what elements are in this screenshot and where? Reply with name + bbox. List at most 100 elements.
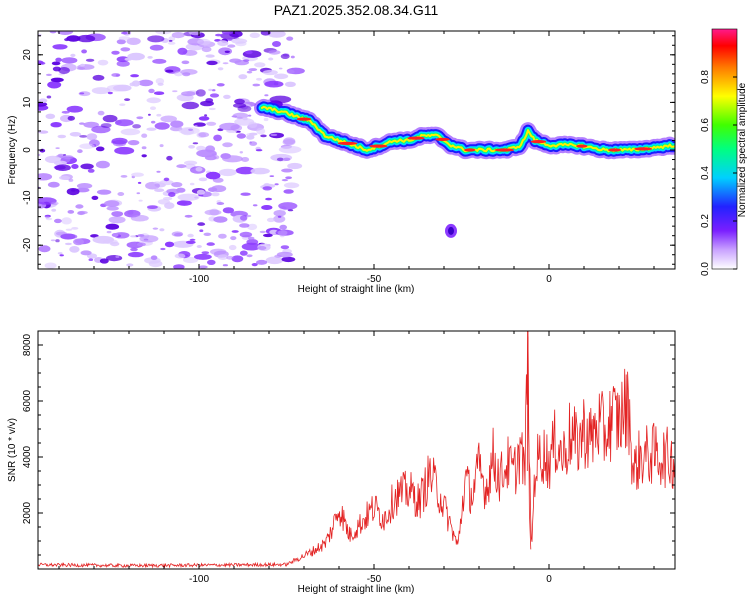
noise-speckle <box>227 38 233 41</box>
noise-speckle <box>280 235 285 238</box>
noise-speckle <box>129 82 136 87</box>
noise-speckle <box>286 36 294 41</box>
noise-speckle <box>283 189 294 194</box>
colorbar-ticks: 0.0 0.2 0.4 0.6 0.8 <box>700 70 737 276</box>
noise-speckle <box>211 89 216 92</box>
noise-speckle <box>168 36 176 42</box>
noise-speckle <box>184 160 198 166</box>
spectrogram-signal <box>254 98 675 238</box>
noise-speckle <box>240 192 251 196</box>
noise-speckle <box>55 57 62 62</box>
noise-speckle <box>217 254 228 260</box>
noise-speckle <box>159 144 164 148</box>
noise-speckle <box>44 262 57 269</box>
noise-speckle <box>201 46 212 53</box>
noise-speckle <box>107 91 113 95</box>
noise-speckle <box>154 122 170 130</box>
noise-speckle <box>127 52 145 61</box>
noise-speckle <box>57 252 63 255</box>
noise-speckle <box>59 254 64 257</box>
noise-speckle <box>280 53 290 60</box>
colorbar-tick-label: 0.8 <box>700 70 711 84</box>
noise-speckle <box>137 181 142 184</box>
noise-speckle <box>76 183 93 189</box>
noise-speckle <box>52 44 68 50</box>
noise-speckle <box>92 74 105 81</box>
colorbar-tick-label: 0.0 <box>700 262 711 276</box>
noise-speckle <box>256 77 262 81</box>
noise-speckle <box>71 164 79 169</box>
ridge-peak <box>576 144 588 148</box>
noise-speckle <box>188 145 196 149</box>
noise-speckle <box>204 114 208 117</box>
noise-speckle <box>213 216 228 223</box>
noise-speckle <box>245 50 253 55</box>
x-tick-label: -50 <box>367 274 382 285</box>
ridge-peak <box>435 137 450 141</box>
noise-speckle <box>111 233 119 237</box>
ridge-peak <box>530 140 547 144</box>
snr-y-label: SNR (10 * v/v) <box>7 418 18 482</box>
noise-speckle <box>260 31 271 36</box>
noise-speckle <box>218 233 227 239</box>
noise-speckle <box>61 57 78 64</box>
noise-speckle <box>59 175 70 180</box>
noise-speckle <box>185 240 196 244</box>
noise-speckle <box>268 50 281 55</box>
noise-speckle <box>119 103 126 106</box>
y-tick-label: 6000 <box>22 389 33 412</box>
noise-speckle <box>118 36 131 41</box>
noise-speckle <box>199 229 204 232</box>
noise-speckle <box>206 60 218 66</box>
noise-speckle <box>38 98 48 103</box>
noise-speckle <box>148 113 151 116</box>
noise-speckle <box>148 260 163 268</box>
noise-speckle <box>148 88 155 94</box>
noise-speckle <box>264 94 269 97</box>
x-tick-label: 0 <box>546 574 552 585</box>
noise-speckle <box>111 211 124 217</box>
noise-speckle <box>38 153 41 157</box>
ridge-peak <box>494 148 515 152</box>
noise-speckle <box>105 223 120 230</box>
noise-speckle <box>47 181 60 188</box>
noise-speckle <box>66 35 81 42</box>
noise-speckle <box>232 112 249 119</box>
noise-speckle <box>100 123 112 128</box>
noise-speckle <box>127 251 144 258</box>
noise-speckle <box>266 217 275 223</box>
noise-speckle <box>274 73 289 80</box>
noise-speckle <box>130 235 137 238</box>
noise-speckle <box>157 82 164 86</box>
noise-speckle <box>65 242 72 246</box>
noise-speckle <box>115 119 134 127</box>
noise-speckle <box>102 114 118 123</box>
noise-speckle <box>269 175 275 178</box>
noise-speckle <box>127 140 140 146</box>
noise-speckle <box>195 89 206 97</box>
noise-speckle <box>234 98 245 105</box>
noise-speckle <box>146 205 158 210</box>
noise-speckle <box>120 175 128 178</box>
noise-speckle <box>247 223 258 231</box>
colorbar <box>712 29 737 269</box>
noise-speckle <box>222 207 235 214</box>
noise-speckle <box>270 133 278 137</box>
chart-title: PAZ1.2025.352.08.34.G11 <box>273 2 439 18</box>
noise-speckle <box>166 155 173 161</box>
spectrogram-y-label: Frequency (Hz) <box>7 116 18 185</box>
noise-speckle <box>146 127 157 131</box>
colorbar-label: Normalized spectral amplitude <box>737 82 748 217</box>
noise-speckle <box>53 160 67 166</box>
noise-speckle <box>204 209 222 216</box>
noise-speckle <box>38 60 44 65</box>
colorbar-tick-label: 0.6 <box>700 118 711 132</box>
noise-speckle <box>54 218 62 224</box>
noise-speckle <box>208 88 213 92</box>
noise-speckle <box>45 73 52 76</box>
noise-speckle <box>79 92 85 95</box>
noise-speckle <box>160 247 166 251</box>
noise-speckle <box>51 208 57 212</box>
noise-speckle <box>172 90 178 93</box>
noise-speckle <box>73 238 84 246</box>
